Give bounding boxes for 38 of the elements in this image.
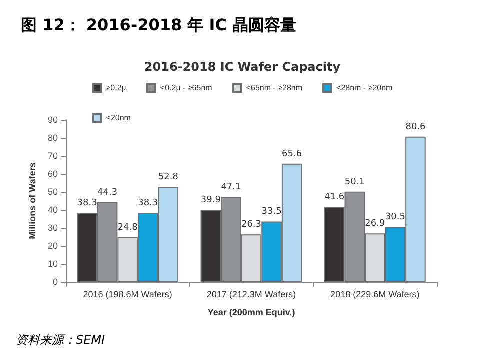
x-tick-label: 2017 (212.3M Wafers) bbox=[206, 290, 296, 300]
y-tick-label: 50 bbox=[48, 187, 58, 197]
y-tick-label: 90 bbox=[48, 115, 58, 125]
legend-label: <65nm - ≥28nm bbox=[246, 84, 303, 92]
y-tick-label: 80 bbox=[48, 133, 58, 143]
data-label: 33.5 bbox=[262, 207, 282, 218]
data-label: 44.3 bbox=[98, 188, 118, 198]
data-label: 80.6 bbox=[406, 122, 426, 132]
y-tick-label: 0 bbox=[52, 277, 58, 287]
data-label: 26.3 bbox=[241, 220, 262, 230]
chart-title: 图 12： 2016-2018 年 IC 晶圆容量 bbox=[21, 16, 297, 34]
data-label: 52.8 bbox=[158, 172, 179, 182]
data-label: 39.9 bbox=[200, 196, 222, 206]
data-label: 47.1 bbox=[221, 182, 242, 193]
x-axis-title: Year (200mm Equiv.) bbox=[208, 308, 296, 318]
y-tick-label: 60 bbox=[48, 169, 58, 179]
data-label: 65.6 bbox=[282, 149, 302, 160]
chart-subtitle: 2016-2018 IC Wafer Capacity bbox=[144, 60, 341, 74]
data-label: 38.3 bbox=[138, 198, 158, 209]
y-tick-label: 10 bbox=[48, 259, 58, 269]
y-tick-label: 40 bbox=[48, 205, 58, 215]
data-label: 26.9 bbox=[365, 219, 386, 230]
legend-label: <20nm bbox=[106, 114, 132, 122]
data-label: 38.3 bbox=[77, 198, 98, 209]
y-tick-label: 20 bbox=[48, 241, 58, 251]
y-tick-label: 70 bbox=[48, 151, 58, 161]
data-label: 41.6 bbox=[324, 192, 345, 203]
y-tick-label: 30 bbox=[48, 223, 58, 233]
text: 资料来源：SEMI bbox=[16, 333, 106, 347]
x-tick-label: 2018 (229.6M Wafers) bbox=[330, 290, 420, 300]
x-tick-label: 2016 (198.6M Wafers) bbox=[83, 290, 172, 300]
data-label: 30.5 bbox=[385, 212, 406, 223]
data-label: 24.8 bbox=[118, 222, 138, 233]
y-axis-title: Millions of Wafers bbox=[28, 162, 38, 240]
legend-label: <0.2µ - ≥65nm bbox=[160, 84, 213, 92]
data-label: 50.1 bbox=[344, 177, 365, 188]
legend-label: ≥0.2µ bbox=[106, 84, 127, 92]
legend-label: <28nm - ≥20nm bbox=[336, 84, 394, 92]
